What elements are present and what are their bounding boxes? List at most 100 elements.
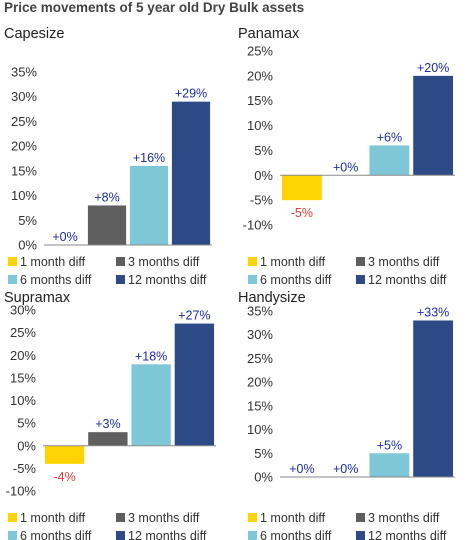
bar-12-months-diff [413,320,454,477]
bar-6-months-diff [369,145,410,176]
data-label: +3% [95,417,120,431]
legend-label: 3 months diff [128,255,200,269]
bar-6-months-diff [369,453,410,477]
y-tick-label: 10% [11,188,37,203]
page-title: Price movements of 5 year old Dry Bulk a… [4,0,305,15]
y-tick-label: 30% [247,327,273,342]
y-tick-label: 20% [10,348,36,363]
legend-swatch [248,257,257,266]
y-tick-label: 0% [18,238,37,253]
y-tick-label: 25% [11,114,37,129]
y-tick-label: 30% [11,89,37,104]
y-tick-label: 15% [247,398,273,413]
y-tick-label: 15% [10,370,36,385]
y-tick-label: 5% [254,446,273,461]
y-tick-label: 30% [10,303,36,318]
bar-12-months-diff [413,75,454,176]
legend-swatch [356,531,365,540]
legend-swatch [356,257,365,266]
legend-swatch [116,257,125,266]
data-label: +5% [377,438,402,452]
chart-title: Handysize [238,290,306,306]
y-tick-label: 5% [18,213,37,228]
legend-label: 12 months diff [368,529,447,540]
chart-title: Supramax [4,290,71,306]
bar-6-months-diff [129,165,169,245]
y-tick-label: 10% [247,422,273,437]
chart-title: Capesize [4,26,64,42]
legend-swatch [356,275,365,284]
y-tick-label: -10% [243,218,274,233]
data-label: +27% [178,309,210,323]
y-tick-label: 20% [247,375,273,390]
y-tick-label: 5% [17,416,36,431]
y-tick-label: 0% [254,168,273,183]
data-label: -5% [291,206,313,220]
y-tick-label: 0% [17,438,36,453]
capesize-chart: Capesize 0% 5% 10% 15% 20% 25% 30% 35% +0% +8% +16%… [4,26,212,287]
y-tick-label: 10% [10,393,36,408]
y-tick-label: 25% [247,44,273,59]
legend-label: 6 months diff [20,529,92,540]
legend-swatch [248,275,257,284]
data-label: +0% [333,462,358,476]
legend-swatch [248,513,257,522]
y-tick-label: 0% [254,470,273,485]
legend-swatch [116,275,125,284]
legend-swatch [116,513,125,522]
legend-swatch [8,257,17,266]
legend-label: 3 months diff [368,511,440,525]
data-label: +0% [333,160,358,174]
legend-swatch [116,531,125,540]
bar-12-months-diff [171,101,211,246]
y-tick-label: 25% [247,351,273,366]
legend-swatch [248,531,257,540]
bar-12-months-diff [174,323,215,446]
legend-label: 12 months diff [368,273,447,287]
legend-label: 6 months diff [20,273,92,287]
data-label: +29% [175,87,207,101]
y-tick-label: 10% [247,118,273,133]
y-tick-label: -10% [6,484,37,499]
bar-3-months-diff [88,432,128,446]
legend-label: 1 month diff [20,255,86,269]
legend-label: 6 months diff [260,273,332,287]
legend-label: 3 months diff [368,255,440,269]
legend-label: 6 months diff [260,529,332,540]
bar-1-month-diff [281,175,322,201]
data-label: +6% [377,130,402,144]
y-tick-label: 5% [254,143,273,158]
data-label: +0% [289,462,314,476]
data-label: +8% [94,190,119,204]
chart-title: Panamax [238,26,300,42]
legend-label: 3 months diff [128,511,200,525]
legend-label: 1 month diff [260,511,326,525]
bar-1-month-diff [44,445,85,464]
y-tick-label: 15% [11,163,37,178]
legend-swatch [356,513,365,522]
data-label: +16% [133,151,165,165]
data-label: +33% [417,305,449,319]
data-label: +20% [417,61,449,75]
legend-swatch [8,275,17,284]
data-label: +18% [135,349,167,363]
supramax-chart: Supramax -10% -5% 0% 5% 10% 15% 20% 25% 30% -4% +3%… [4,290,216,540]
y-tick-label: 35% [247,304,273,319]
legend-label: 12 months diff [128,529,207,540]
y-tick-label: -5% [250,193,274,208]
bar-6-months-diff [131,364,171,446]
legend-swatch [8,531,17,540]
data-label: -4% [54,470,76,484]
handysize-chart: Handysize 0% 5% 10% 15% 20% 25% 30% 35% +0% +0% +5%… [238,290,455,540]
data-label: +0% [52,230,77,244]
y-tick-label: 20% [11,139,37,154]
panamax-chart: Panamax -10% -5% 0% 5% 10% 15% 20% 25% -5% +0% +6% +… [238,26,455,287]
y-tick-label: 25% [10,325,36,340]
y-tick-label: 20% [247,68,273,83]
y-tick-label: 15% [247,93,273,108]
legend-label: 1 month diff [260,255,326,269]
legend-swatch [8,513,17,522]
y-tick-label: -5% [13,461,37,476]
bar-3-months-diff [87,205,127,245]
legend-label: 12 months diff [128,273,207,287]
